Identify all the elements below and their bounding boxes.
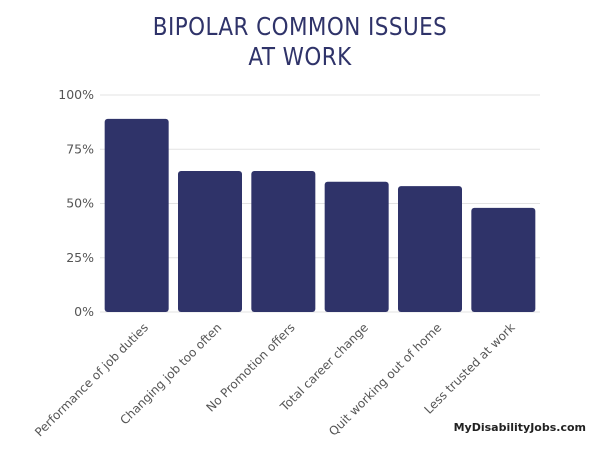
bar — [324, 181, 389, 312]
bar — [398, 186, 462, 312]
y-tick-label: 100% — [58, 87, 94, 102]
bar — [178, 170, 242, 312]
y-tick-label: 50% — [66, 196, 94, 211]
x-tick-label: Performance of job duties — [32, 320, 151, 439]
y-tick-label: 25% — [66, 250, 94, 265]
bar — [471, 207, 536, 312]
y-tick-label: 75% — [66, 141, 94, 156]
gridlines — [100, 94, 540, 313]
chart-title: BIPOLAR COMMON ISSUES AT WORK — [42, 12, 558, 72]
chart-title-line-2: AT WORK — [248, 42, 352, 71]
bar — [251, 170, 316, 312]
source-label: MyDisabilityJobs.com — [453, 421, 586, 434]
bar — [104, 118, 169, 313]
chart-title-line-1: BIPOLAR COMMON ISSUES — [152, 12, 448, 41]
bars — [104, 118, 536, 313]
y-axis-tick-labels: 0% 25% 50% 75% 100% — [58, 87, 94, 319]
y-tick-label: 0% — [74, 304, 94, 319]
